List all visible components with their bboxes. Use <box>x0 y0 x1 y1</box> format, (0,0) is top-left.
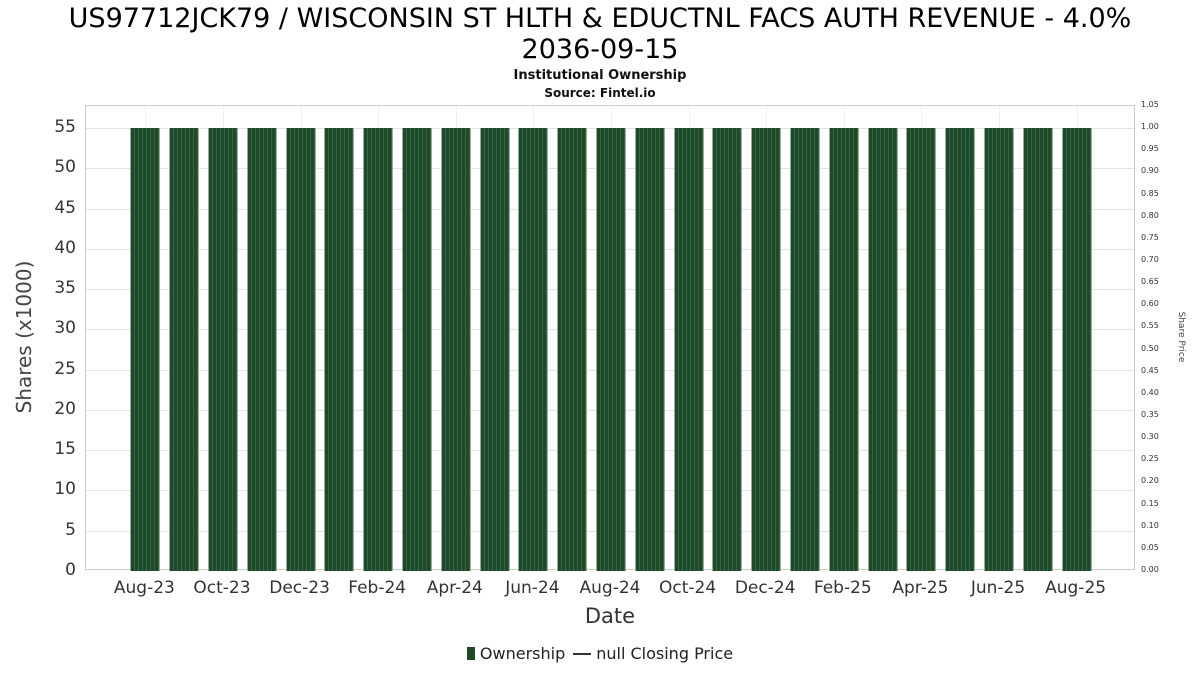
y-tick-label-right: 0.75 <box>1141 232 1159 242</box>
bar <box>440 128 471 571</box>
y-tick-label-right: 0.50 <box>1141 343 1159 353</box>
bar <box>169 128 200 571</box>
y-tick-label-right: 0.90 <box>1141 166 1159 176</box>
y-tick-label-right: 0.55 <box>1141 321 1159 331</box>
bar <box>324 128 355 571</box>
chart-subtitle: Institutional Ownership <box>513 68 687 83</box>
y-tick-label-right: 0.95 <box>1141 144 1159 154</box>
bar <box>479 128 510 571</box>
bar <box>285 128 316 571</box>
bar <box>557 128 588 571</box>
bar <box>246 128 277 571</box>
bar <box>634 128 665 571</box>
bar <box>596 128 626 571</box>
x-tick-label: Dec-23 <box>269 578 330 598</box>
legend-item-closing-price[interactable]: null Closing Price <box>573 644 733 663</box>
bar <box>673 128 704 571</box>
y-tick-label-right: 1.05 <box>1141 100 1159 109</box>
bar <box>984 128 1014 571</box>
y-tick-label-left: 0 <box>65 560 76 580</box>
y-tick-label-left: 5 <box>65 519 76 540</box>
y-tick-label-right: 0.30 <box>1141 432 1159 442</box>
bar <box>945 128 976 571</box>
y-tick-label-right: 0.85 <box>1141 188 1159 198</box>
y-tick-label-right: 0.45 <box>1141 365 1159 375</box>
y-tick-label-left: 40 <box>54 237 76 258</box>
x-tick-label: Apr-25 <box>892 578 949 598</box>
ownership-bar-icon <box>466 647 475 660</box>
y-tick-label-right: 0.35 <box>1141 410 1159 419</box>
plot-area <box>85 105 1135 571</box>
x-tick-label: Dec-24 <box>734 578 796 598</box>
bar <box>751 128 782 571</box>
bar <box>828 128 859 571</box>
bar <box>1022 128 1053 571</box>
y-tick-label-left: 25 <box>54 358 76 379</box>
x-tick-label: Oct-23 <box>193 578 251 598</box>
x-axis-label: Date <box>584 604 636 628</box>
bar <box>363 128 394 571</box>
chart-title-line2: 2036-09-15 <box>521 34 679 65</box>
x-tick-label: Jun-24 <box>505 578 560 598</box>
chart-source: Source: Fintel.io <box>544 86 656 100</box>
y-tick-label-right: 0.10 <box>1141 520 1159 530</box>
y-tick-label-left: 35 <box>54 278 76 299</box>
x-tick-label: Aug-25 <box>1045 578 1107 598</box>
y-tick-label-right: 0.60 <box>1141 299 1159 309</box>
y-tick-label-left: 20 <box>54 398 76 419</box>
bar <box>867 128 898 571</box>
x-tick-label: Oct-24 <box>659 578 717 598</box>
bar <box>402 128 432 571</box>
x-tick-label: Feb-25 <box>813 578 872 598</box>
x-tick-label: Jun-25 <box>970 578 1026 598</box>
legend-label-closing-price: null Closing Price <box>596 644 734 663</box>
bar <box>518 128 549 571</box>
y-tick-label-right: 1.00 <box>1141 122 1159 132</box>
y-tick-label-right: 0.20 <box>1141 476 1159 486</box>
y-tick-label-left: 55 <box>54 117 76 138</box>
y-tick-label-right: 0.05 <box>1141 542 1159 552</box>
y-tick-label-right: 0.80 <box>1141 210 1159 220</box>
y-tick-label-right: 0.40 <box>1141 387 1159 397</box>
y-tick-label-right: 0.25 <box>1141 454 1159 464</box>
bar <box>208 128 238 571</box>
bar <box>790 128 820 571</box>
y-tick-label-right: 0.65 <box>1141 277 1159 287</box>
y-tick-label-right: 0.00 <box>1141 565 1159 574</box>
legend-label-ownership: Ownership <box>479 644 566 663</box>
bar <box>906 128 937 571</box>
x-tick-label: Aug-23 <box>113 578 175 598</box>
y-tick-label-left: 10 <box>54 479 76 500</box>
closing-price-line-icon <box>573 652 592 655</box>
bar <box>130 128 161 571</box>
y-tick-label-right: 0.15 <box>1141 498 1159 508</box>
bar <box>1061 128 1092 571</box>
y-tick-label-left: 45 <box>54 197 76 218</box>
x-tick-label: Aug-24 <box>579 578 641 598</box>
x-tick-label: Apr-24 <box>426 578 483 598</box>
bar <box>712 128 743 571</box>
chart-title-line1: US97712JCK79 / WISCONSIN ST HLTH & EDUCT… <box>68 3 1132 34</box>
x-tick-label: Feb-24 <box>348 578 407 598</box>
y-tick-label-left: 30 <box>54 318 76 339</box>
legend-item-ownership[interactable]: Ownership <box>466 644 566 663</box>
chart-legend: Ownership null Closing Price <box>0 644 1200 663</box>
y-tick-label-left: 15 <box>54 439 76 460</box>
y-tick-label-left: 50 <box>54 157 76 178</box>
y-tick-label-right: 0.70 <box>1141 255 1159 264</box>
